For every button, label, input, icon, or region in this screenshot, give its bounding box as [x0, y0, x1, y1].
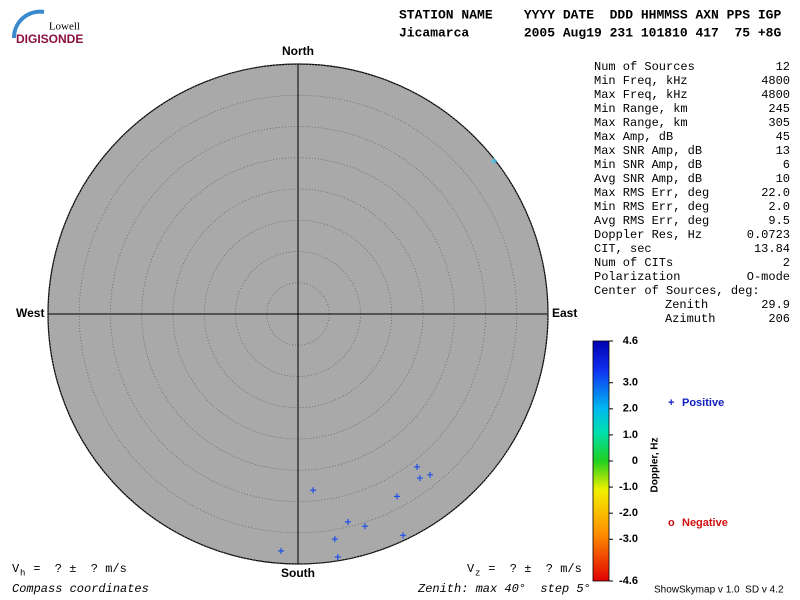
- zenith-note: Zenith: max 40° step 5°: [417, 582, 591, 596]
- stat-label: Min RMS Err, deg: [594, 200, 709, 214]
- stat-value: 12: [776, 60, 790, 74]
- legend-negative: Negative: [682, 517, 728, 529]
- source-point: [278, 547, 285, 554]
- stat-label: Doppler Res, Hz: [594, 228, 702, 242]
- stat-value: O-mode: [747, 270, 790, 284]
- logo-top: Lowell: [49, 21, 80, 33]
- source-point: [427, 471, 434, 478]
- east-label: East: [552, 306, 577, 320]
- stat-value: 2: [783, 256, 790, 270]
- south-label: South: [281, 566, 315, 580]
- stat-label: Max Freq, kHz: [594, 88, 688, 102]
- source-point: [361, 523, 368, 530]
- west-label: West: [16, 306, 44, 320]
- legend-positive: Positive: [682, 397, 724, 409]
- stat-label: Max Range, km: [594, 116, 688, 130]
- colorbar-tick-label: -3.0: [619, 533, 638, 545]
- stat-value: 22.0: [761, 186, 790, 200]
- source-point: [414, 463, 421, 470]
- legend-negative-symbol: o: [668, 517, 675, 529]
- source-point: [310, 487, 317, 494]
- coords-note: Compass coordinates: [12, 582, 149, 596]
- colorbar-tick-label: 4.6: [623, 335, 638, 347]
- legend-positive-symbol: +: [668, 397, 674, 409]
- source-point: [344, 518, 351, 525]
- stat-value: 45: [776, 130, 790, 144]
- stat-label: Max Amp, dB: [594, 130, 673, 144]
- vz-sub: z: [475, 568, 480, 578]
- stat-label: Avg RMS Err, deg: [594, 214, 709, 228]
- source-point: [416, 475, 423, 482]
- stat-label: Min SNR Amp, dB: [594, 158, 702, 172]
- stat-value: 29.9: [761, 298, 790, 312]
- stat-label: Min Range, km: [594, 102, 688, 116]
- stat-value: 13: [776, 144, 790, 158]
- stat-value: 6: [783, 158, 790, 172]
- stat-label: Num of CITs: [594, 256, 673, 270]
- logo-bottom: DIGISONDE: [16, 32, 83, 46]
- logo-swoosh: [11, 9, 45, 39]
- stat-value: 4800: [761, 88, 790, 102]
- vh-sub: h: [20, 568, 25, 578]
- vz-text: = ? ± ? m/s: [481, 562, 582, 576]
- stat-value: 10: [776, 172, 790, 186]
- source-point: [331, 536, 338, 543]
- stat-value: 9.5: [768, 214, 790, 228]
- version: ShowSkymap v 1.0 SD v 4.2: [654, 585, 784, 596]
- colorbar-tick-label: 0: [632, 455, 638, 467]
- colorbar-tick-label: -2.0: [619, 507, 638, 519]
- stat-value: 206: [768, 312, 790, 326]
- stat-label: Center of Sources, deg:: [594, 284, 760, 298]
- stat-value: 305: [768, 116, 790, 130]
- vh-symbol: V: [12, 562, 20, 576]
- colorbar-tick-label: 2.0: [623, 403, 638, 415]
- stat-label: Avg SNR Amp, dB: [594, 172, 702, 186]
- colorbar-label: Doppler, Hz: [650, 437, 661, 492]
- north-label: North: [282, 44, 314, 58]
- source-point: [394, 493, 401, 500]
- stat-label: Zenith: [665, 298, 708, 312]
- stat-label: Max RMS Err, deg: [594, 186, 709, 200]
- header-values: Jicamarca 2005 Aug19 231 101810 417 75 +…: [399, 25, 781, 40]
- colorbar-tick-label: 3.0: [623, 377, 638, 389]
- stat-value: 13.84: [754, 242, 790, 256]
- stat-value: 245: [768, 102, 790, 116]
- source-point: [400, 532, 407, 539]
- vz-symbol: V: [467, 562, 475, 576]
- stat-label: CIT, sec: [594, 242, 652, 256]
- stat-label: Max SNR Amp, dB: [594, 144, 702, 158]
- header-columns: STATION NAME YYYY DATE DDD HHMMSS AXN PP…: [399, 7, 781, 22]
- colorbar-tick-label: 1.0: [623, 429, 638, 441]
- source-point: [334, 554, 341, 561]
- colorbar: [592, 340, 610, 582]
- stat-label: Num of Sources: [594, 60, 695, 74]
- colorbar-tick-label: -4.6: [619, 575, 638, 587]
- stat-label: Polarization: [594, 270, 680, 284]
- stat-label: Min Freq, kHz: [594, 74, 688, 88]
- source-point: [491, 157, 498, 164]
- colorbar-tick-label: -1.0: [619, 481, 638, 493]
- stat-value: 4800: [761, 74, 790, 88]
- stat-value: 2.0: [768, 200, 790, 214]
- vh-text: = ? ± ? m/s: [26, 562, 127, 576]
- stat-label: Azimuth: [665, 312, 715, 326]
- stat-value: 0.0723: [747, 228, 790, 242]
